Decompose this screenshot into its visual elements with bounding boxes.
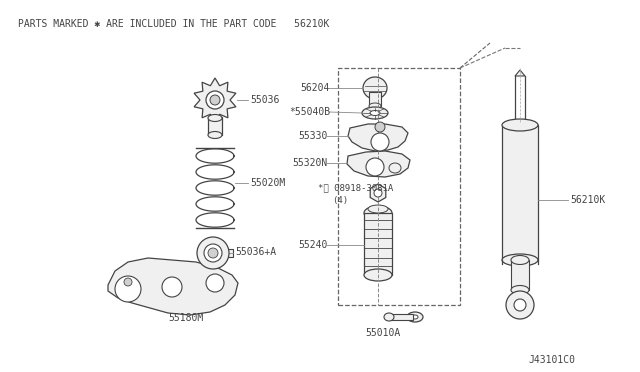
Text: 55330: 55330 — [299, 131, 328, 141]
Circle shape — [514, 299, 526, 311]
Bar — [369, 92, 381, 106]
Circle shape — [206, 91, 224, 109]
Circle shape — [371, 133, 389, 151]
Ellipse shape — [368, 205, 388, 213]
Circle shape — [206, 274, 224, 292]
Bar — [338, 68, 460, 305]
Circle shape — [374, 189, 382, 197]
Circle shape — [210, 95, 220, 105]
Text: PARTS MARKED ✱ ARE INCLUDED IN THE PART CODE   56210K: PARTS MARKED ✱ ARE INCLUDED IN THE PART … — [18, 19, 330, 29]
Ellipse shape — [369, 103, 381, 109]
Bar — [502, 125, 538, 260]
Ellipse shape — [370, 110, 380, 115]
Polygon shape — [108, 258, 238, 315]
Ellipse shape — [362, 107, 388, 119]
Bar — [221, 249, 233, 257]
Ellipse shape — [384, 313, 394, 321]
Circle shape — [204, 244, 222, 262]
Polygon shape — [194, 78, 236, 122]
Text: 55320N: 55320N — [292, 158, 328, 168]
Ellipse shape — [502, 119, 538, 131]
Circle shape — [506, 291, 534, 319]
Bar — [208, 117, 222, 135]
Text: 55036+A: 55036+A — [235, 247, 276, 257]
Ellipse shape — [208, 115, 222, 122]
Bar — [389, 314, 413, 320]
Bar — [364, 213, 392, 275]
Ellipse shape — [412, 315, 418, 319]
Ellipse shape — [407, 312, 423, 322]
Ellipse shape — [511, 256, 529, 264]
Circle shape — [162, 277, 182, 297]
Polygon shape — [515, 70, 525, 76]
Ellipse shape — [363, 77, 387, 99]
Text: 55020M: 55020M — [250, 178, 285, 188]
Polygon shape — [347, 151, 410, 177]
Text: *55040B: *55040B — [289, 107, 330, 117]
Text: (4): (4) — [332, 196, 348, 205]
Circle shape — [115, 276, 141, 302]
Text: 55036: 55036 — [250, 95, 280, 105]
Circle shape — [197, 237, 229, 269]
Ellipse shape — [364, 269, 392, 281]
Circle shape — [208, 248, 218, 258]
Ellipse shape — [364, 206, 392, 220]
Text: 55010A: 55010A — [365, 328, 401, 338]
Ellipse shape — [208, 131, 222, 138]
Text: 56204: 56204 — [301, 83, 330, 93]
Polygon shape — [370, 184, 386, 202]
Text: J43101C0: J43101C0 — [528, 355, 575, 365]
Text: 55180M: 55180M — [168, 313, 204, 323]
Circle shape — [124, 278, 132, 286]
Text: 56210K: 56210K — [570, 195, 605, 205]
Circle shape — [375, 122, 385, 132]
Bar — [511, 260, 529, 290]
Text: 55240: 55240 — [299, 240, 328, 250]
Ellipse shape — [502, 254, 538, 266]
Ellipse shape — [511, 285, 529, 295]
Polygon shape — [348, 124, 408, 151]
Ellipse shape — [389, 163, 401, 173]
Circle shape — [366, 158, 384, 176]
Text: *① 08918-3081A: *① 08918-3081A — [318, 183, 393, 192]
